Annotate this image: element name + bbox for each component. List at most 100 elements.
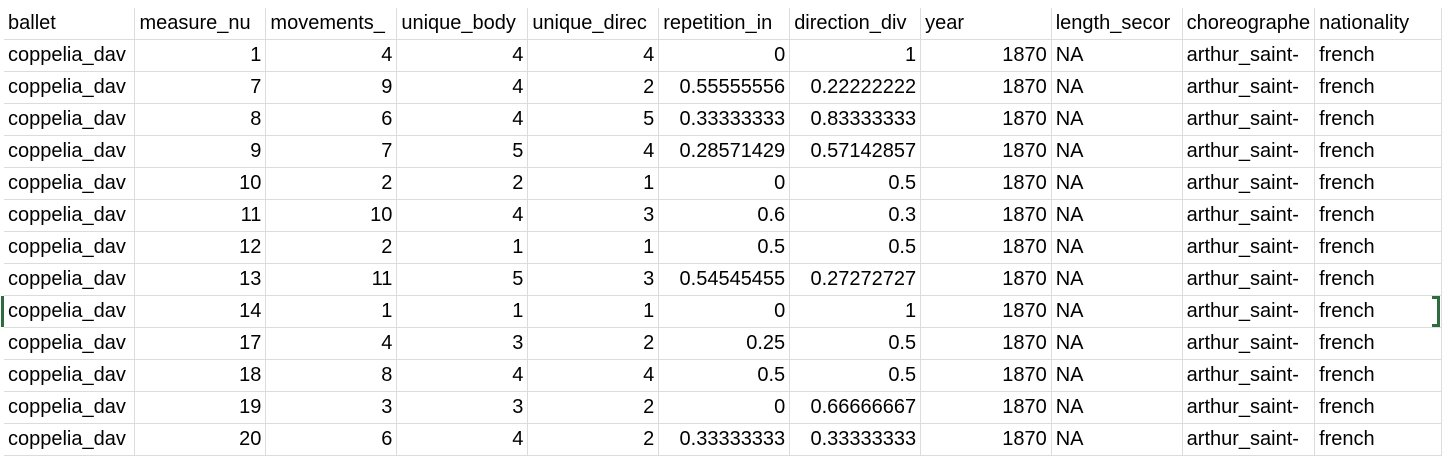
table-cell[interactable]: french [1314, 199, 1442, 232]
table-cell[interactable]: 3 [396, 327, 529, 360]
column-header-cell[interactable]: unique_direc [527, 8, 660, 40]
table-cell[interactable]: french [1314, 231, 1442, 264]
column-header-cell[interactable]: length_secor [1051, 8, 1183, 40]
table-cell[interactable]: 12 [134, 231, 267, 264]
table-cell[interactable]: arthur_saint- [1182, 167, 1316, 200]
table-cell[interactable]: NA [1051, 167, 1183, 200]
table-cell[interactable]: coppelia_dav [4, 135, 136, 168]
table-cell[interactable]: 1870 [920, 295, 1052, 328]
table-cell[interactable]: 2 [527, 71, 660, 104]
table-cell[interactable]: 4 [396, 359, 529, 392]
table-cell[interactable]: 11 [134, 199, 267, 232]
table-cell[interactable]: NA [1051, 295, 1183, 328]
table-cell[interactable]: 1870 [920, 103, 1052, 136]
table-cell[interactable]: 0.5 [789, 359, 922, 392]
table-cell[interactable]: 1870 [920, 391, 1052, 424]
table-cell[interactable]: 0.25 [658, 327, 791, 360]
table-cell[interactable]: arthur_saint- [1182, 295, 1316, 328]
table-cell[interactable]: 1 [527, 231, 660, 264]
table-cell[interactable]: 1870 [920, 167, 1052, 200]
column-header-cell[interactable]: direction_div [789, 8, 922, 40]
table-cell[interactable]: coppelia_dav [4, 103, 136, 136]
table-cell[interactable]: NA [1051, 103, 1183, 136]
table-cell[interactable]: 20 [134, 423, 267, 456]
table-cell[interactable]: 4 [396, 39, 529, 72]
table-cell[interactable]: 18 [134, 359, 267, 392]
table-cell[interactable]: 1870 [920, 327, 1052, 360]
table-cell[interactable]: french [1314, 103, 1442, 136]
table-cell[interactable]: 0.3 [789, 199, 922, 232]
table-cell[interactable]: french [1314, 71, 1442, 104]
table-cell[interactable]: 4 [396, 199, 529, 232]
table-cell[interactable]: 17 [134, 327, 267, 360]
table-cell[interactable]: NA [1051, 199, 1183, 232]
table-cell[interactable]: 4 [527, 39, 660, 72]
table-cell[interactable]: 0 [658, 39, 791, 72]
table-cell[interactable]: 2 [265, 231, 398, 264]
table-cell[interactable]: 1 [396, 295, 529, 328]
column-header-cell[interactable]: repetition_in [658, 8, 791, 40]
table-cell[interactable]: coppelia_dav [4, 391, 136, 424]
table-cell[interactable]: 4 [396, 71, 529, 104]
table-cell[interactable]: 0.28571429 [658, 135, 791, 168]
table-cell[interactable]: 11 [265, 263, 398, 296]
column-header-cell[interactable]: unique_body [396, 8, 529, 40]
table-cell[interactable]: arthur_saint- [1182, 391, 1316, 424]
table-cell[interactable]: coppelia_dav [4, 71, 136, 104]
table-cell[interactable]: 3 [527, 263, 660, 296]
table-cell[interactable]: 1 [396, 231, 529, 264]
table-cell[interactable]: 0.6 [658, 199, 791, 232]
table-cell[interactable]: 9 [265, 71, 398, 104]
table-cell[interactable]: arthur_saint- [1182, 263, 1316, 296]
table-cell[interactable]: NA [1051, 263, 1183, 296]
table-cell[interactable]: 10 [134, 167, 267, 200]
table-cell[interactable]: 2 [527, 391, 660, 424]
table-cell[interactable]: arthur_saint- [1182, 103, 1316, 136]
table-cell[interactable]: 5 [396, 135, 529, 168]
table-cell[interactable]: arthur_saint- [1182, 71, 1316, 104]
table-cell[interactable]: arthur_saint- [1182, 39, 1316, 72]
table-cell[interactable]: 0.33333333 [658, 103, 791, 136]
table-cell[interactable]: NA [1051, 231, 1183, 264]
table-cell[interactable]: NA [1051, 391, 1183, 424]
table-cell[interactable]: 9 [134, 135, 267, 168]
table-cell[interactable]: arthur_saint- [1182, 359, 1316, 392]
table-cell[interactable]: 3 [265, 391, 398, 424]
table-cell[interactable]: coppelia_dav [4, 39, 136, 72]
column-header-cell[interactable]: movements_ [265, 8, 398, 40]
table-cell[interactable]: 5 [527, 103, 660, 136]
table-cell[interactable]: coppelia_dav [4, 199, 136, 232]
table-cell[interactable]: 6 [265, 103, 398, 136]
table-cell[interactable]: 14 [134, 295, 267, 328]
table-cell[interactable]: NA [1051, 359, 1183, 392]
table-cell[interactable]: coppelia_dav [4, 327, 136, 360]
table-cell[interactable]: 2 [265, 167, 398, 200]
table-cell[interactable]: french [1314, 391, 1442, 424]
table-cell[interactable]: coppelia_dav [4, 263, 136, 296]
table-cell[interactable]: 6 [265, 423, 398, 456]
table-cell[interactable]: NA [1051, 423, 1183, 456]
table-cell[interactable]: 0.5 [658, 231, 791, 264]
table-cell[interactable]: 0.66666667 [789, 391, 922, 424]
table-cell[interactable]: arthur_saint- [1182, 135, 1316, 168]
column-header-cell[interactable]: nationality [1314, 8, 1442, 40]
table-cell[interactable]: 4 [527, 359, 660, 392]
table-cell[interactable]: 3 [396, 391, 529, 424]
table-cell[interactable]: 3 [527, 199, 660, 232]
table-cell[interactable]: 0 [658, 391, 791, 424]
table-cell[interactable]: 2 [527, 327, 660, 360]
table-cell[interactable]: french [1314, 263, 1442, 296]
column-header-cell[interactable]: choreographe [1182, 8, 1316, 40]
table-cell[interactable]: 1870 [920, 231, 1052, 264]
table-cell[interactable]: french [1314, 167, 1442, 200]
table-cell[interactable]: 0 [658, 295, 791, 328]
table-cell[interactable]: arthur_saint- [1182, 199, 1316, 232]
table-cell[interactable]: NA [1051, 39, 1183, 72]
table-cell[interactable]: 0.54545455 [658, 263, 791, 296]
table-cell[interactable]: 4 [265, 39, 398, 72]
table-cell[interactable]: 2 [396, 167, 529, 200]
table-cell[interactable]: 0.57142857 [789, 135, 922, 168]
table-cell[interactable]: NA [1051, 327, 1183, 360]
table-cell[interactable]: 8 [134, 103, 267, 136]
table-cell[interactable]: 1870 [920, 135, 1052, 168]
